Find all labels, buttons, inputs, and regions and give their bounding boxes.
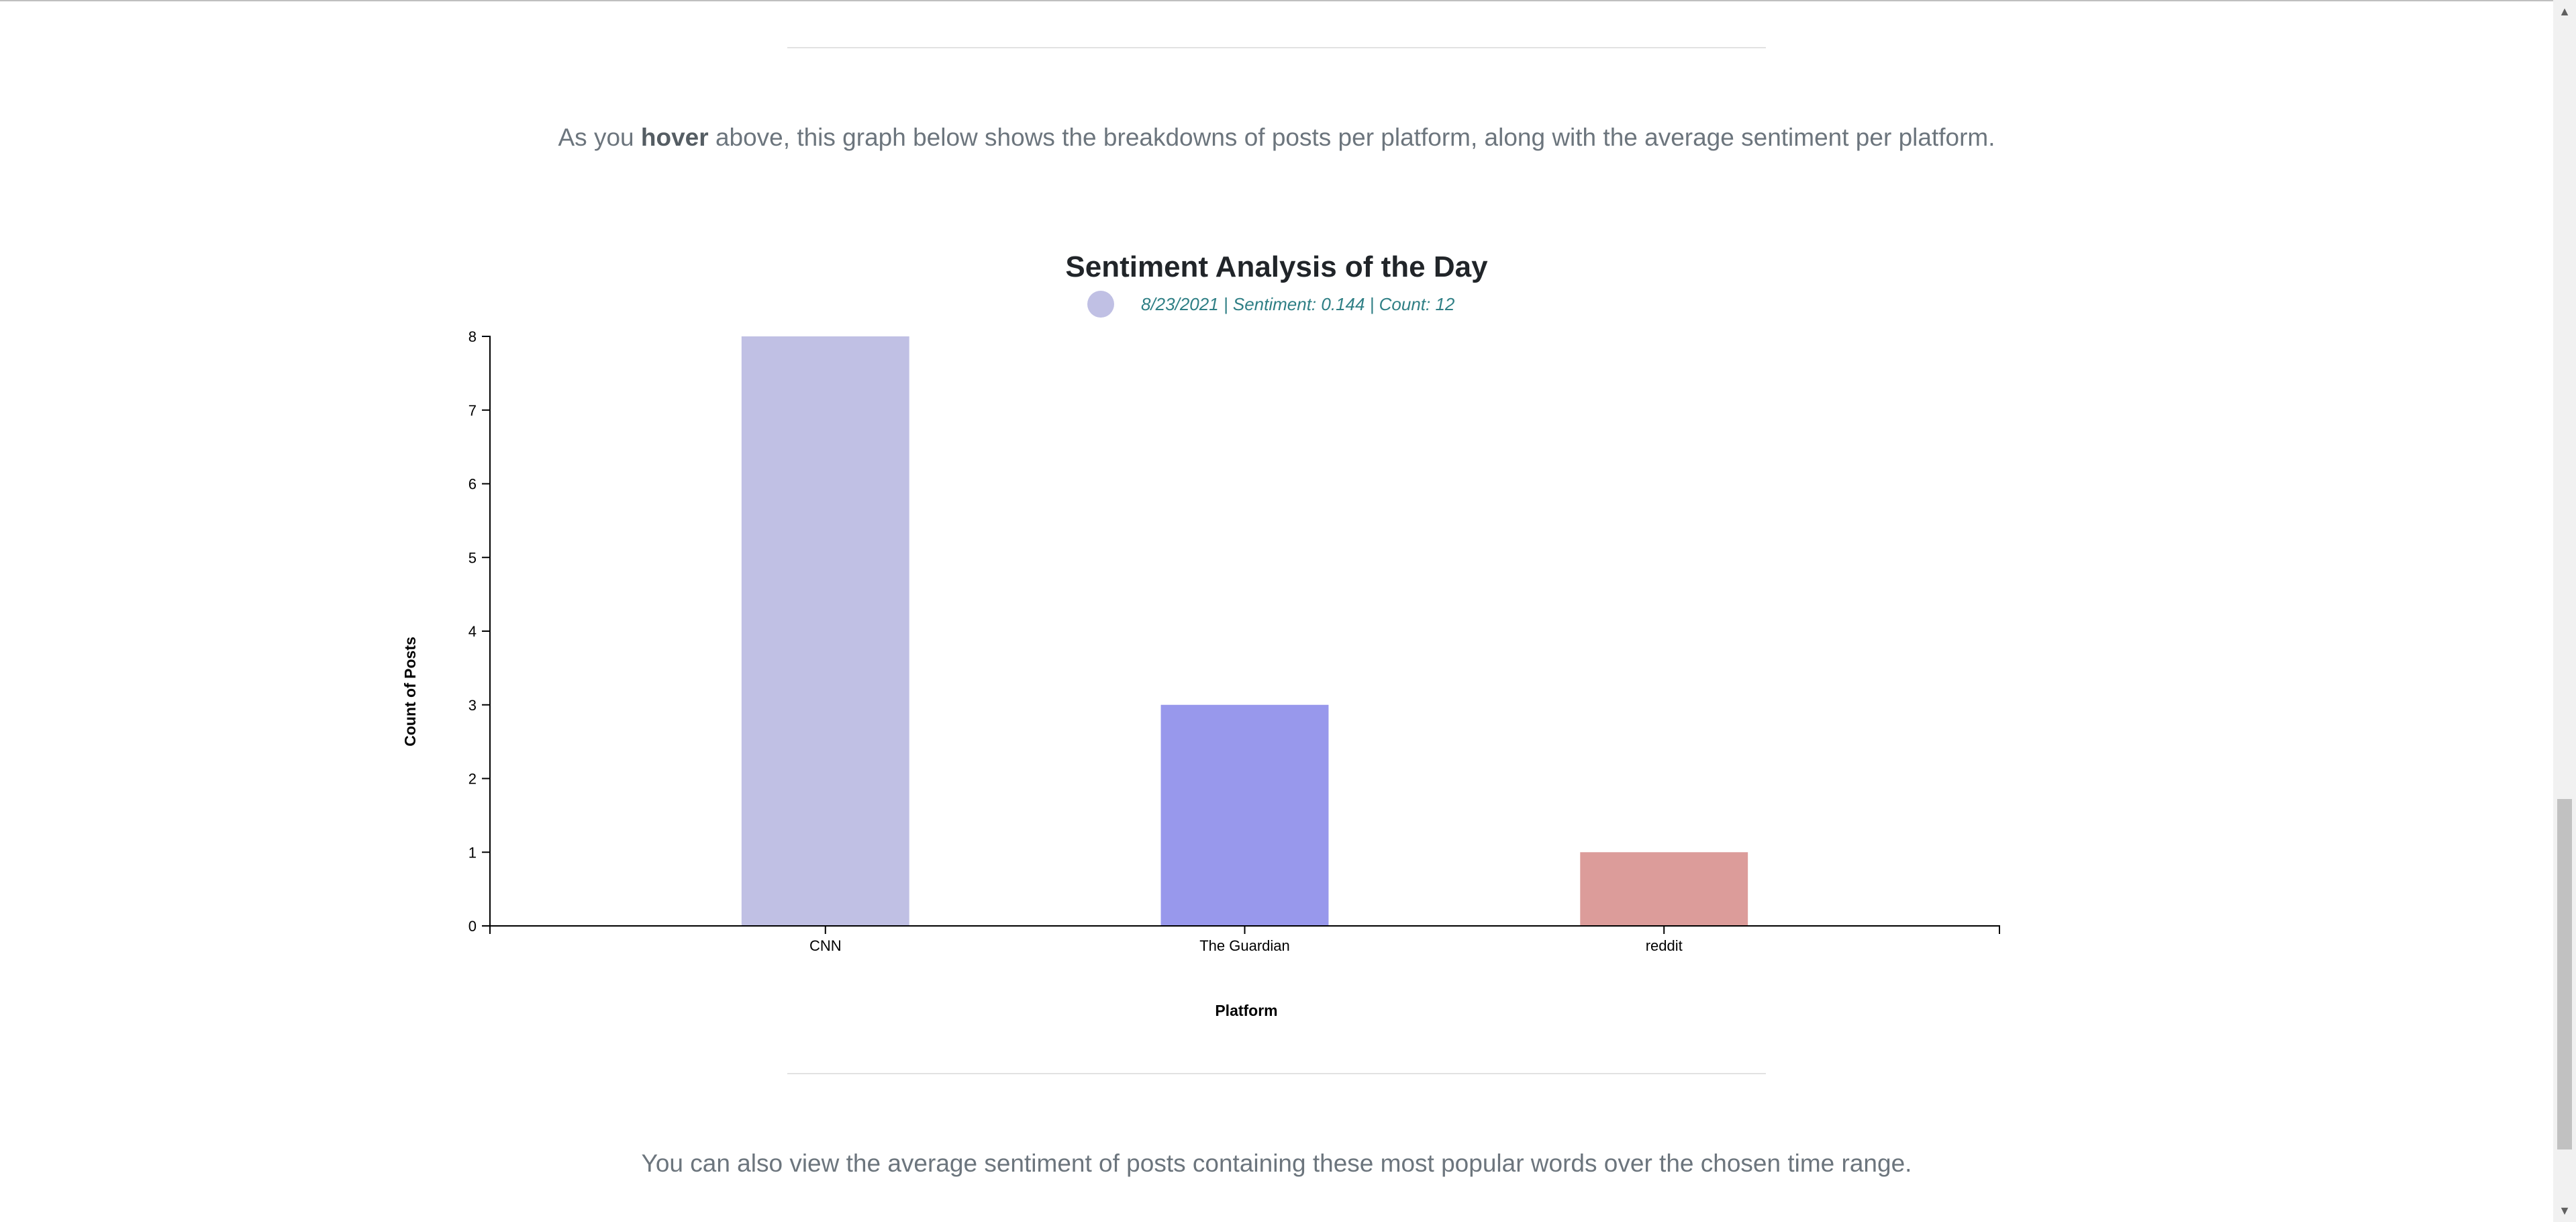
y-tick-label: 2 bbox=[468, 771, 477, 788]
scroll-thumb[interactable] bbox=[2557, 799, 2572, 1149]
y-tick-label: 6 bbox=[468, 476, 477, 493]
y-tick-label: 3 bbox=[468, 697, 477, 714]
scroll-down-arrow-icon[interactable]: ▼ bbox=[2559, 1203, 2571, 1217]
y-tick-label: 5 bbox=[468, 549, 477, 566]
outro-paragraph: You can also view the average sentiment … bbox=[641, 1149, 1912, 1177]
scroll-up-arrow-icon[interactable]: ▲ bbox=[2559, 4, 2571, 18]
bars-group bbox=[741, 336, 1748, 926]
x-tick-label: reddit bbox=[1646, 937, 1683, 954]
bar-cnn[interactable] bbox=[741, 336, 909, 926]
y-axis: 0 1 2 3 4 5 6 7 8 bbox=[468, 328, 491, 935]
legend-text: 8/23/2021 | Sentiment: 0.144 | Count: 12 bbox=[1141, 294, 1455, 314]
legend-dot bbox=[1087, 291, 1114, 318]
divider-top bbox=[787, 47, 1766, 48]
y-tick-label: 8 bbox=[468, 328, 477, 345]
intro-text-after: above, this graph below shows the breakd… bbox=[708, 124, 1995, 151]
x-tick-label: CNN bbox=[809, 937, 842, 954]
chart-title: Sentiment Analysis of the Day bbox=[1065, 250, 1488, 283]
x-axis-title: Platform bbox=[1215, 1002, 1277, 1019]
sentiment-bar-chart: Sentiment Analysis of the Day 8/23/2021 … bbox=[401, 250, 2000, 1019]
intro-paragraph: As you hover above, this graph below sho… bbox=[0, 124, 2553, 152]
bar-the-guardian[interactable] bbox=[1160, 704, 1329, 926]
x-axis: CNN The Guardian reddit bbox=[489, 925, 2000, 954]
divider-bottom bbox=[787, 1073, 1766, 1074]
y-tick-label: 1 bbox=[468, 844, 477, 861]
intro-text-bold: hover bbox=[640, 124, 709, 151]
intro-text-before: As you bbox=[558, 124, 641, 151]
y-tick-label: 0 bbox=[468, 918, 477, 935]
top-border bbox=[0, 0, 2553, 1]
x-tick-label: The Guardian bbox=[1199, 937, 1290, 954]
vertical-scrollbar[interactable]: ▲ ▼ bbox=[2553, 0, 2576, 1222]
bar-reddit[interactable] bbox=[1580, 852, 1748, 926]
y-tick-label: 4 bbox=[468, 623, 477, 640]
y-axis-title: Count of Posts bbox=[401, 637, 419, 747]
y-tick-label: 7 bbox=[468, 402, 477, 419]
